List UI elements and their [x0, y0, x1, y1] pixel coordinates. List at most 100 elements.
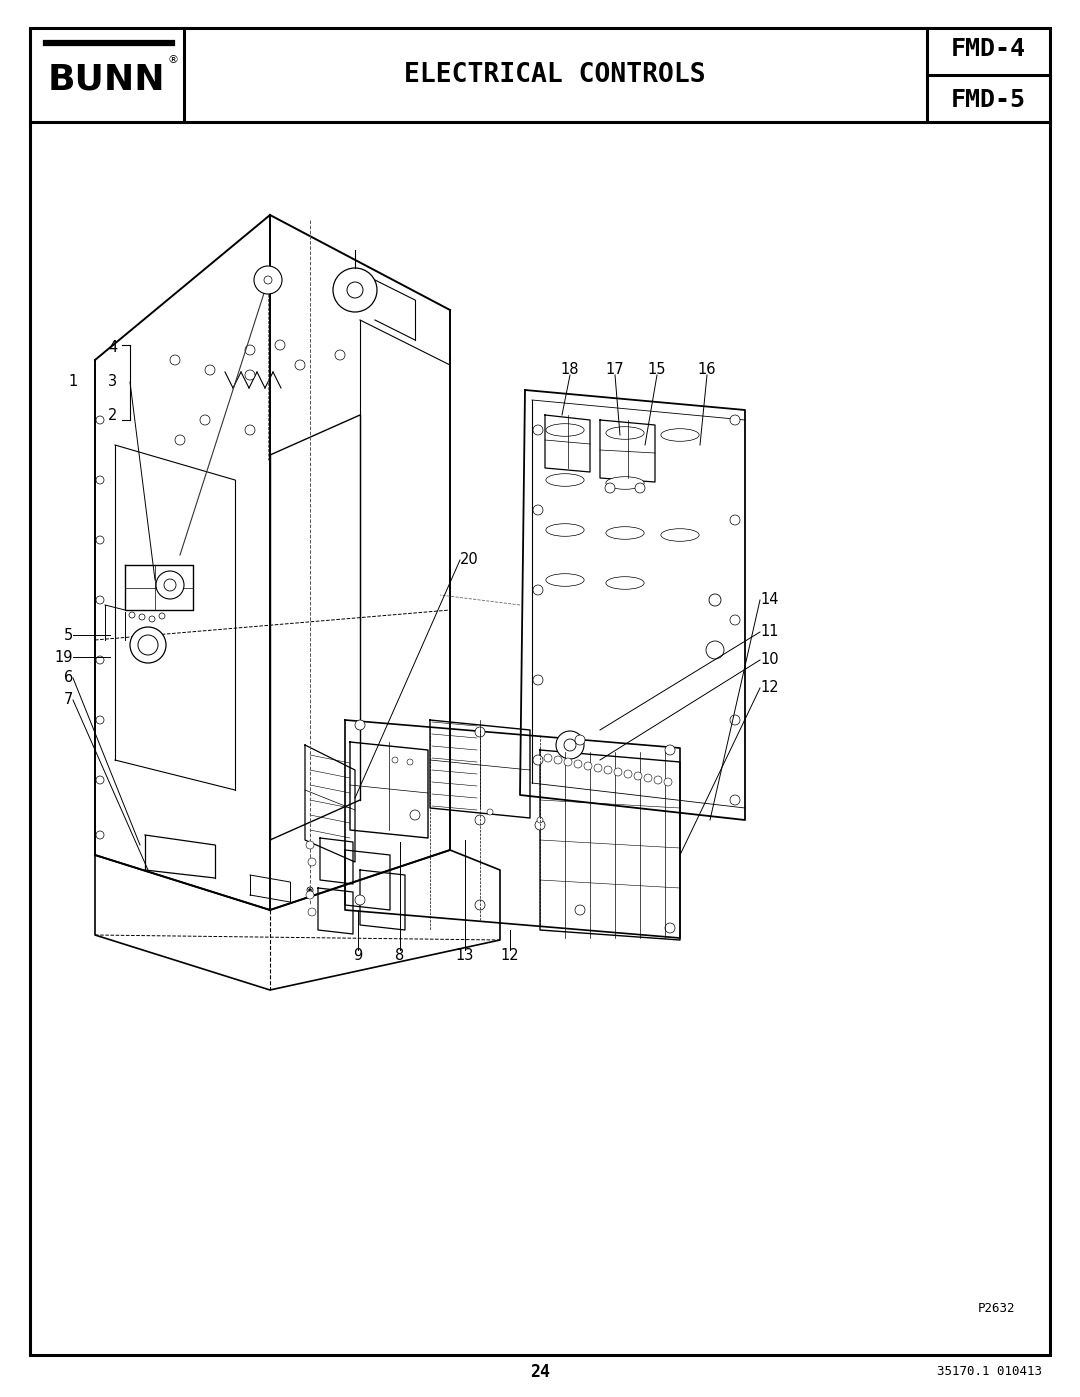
Circle shape	[487, 809, 492, 814]
Text: 6: 6	[64, 671, 73, 686]
Text: 12: 12	[760, 680, 779, 696]
Ellipse shape	[606, 476, 644, 489]
Circle shape	[575, 735, 585, 745]
Circle shape	[200, 415, 210, 425]
Circle shape	[730, 795, 740, 805]
Circle shape	[96, 597, 104, 604]
Text: FMD-4: FMD-4	[950, 38, 1026, 61]
Text: BUNN: BUNN	[49, 63, 165, 96]
Circle shape	[730, 615, 740, 624]
Ellipse shape	[661, 429, 699, 441]
Ellipse shape	[606, 426, 644, 439]
Circle shape	[654, 775, 662, 784]
Circle shape	[604, 766, 612, 774]
Circle shape	[254, 265, 282, 293]
Circle shape	[392, 757, 399, 763]
Text: 2: 2	[108, 408, 118, 422]
Circle shape	[624, 770, 632, 778]
Circle shape	[615, 768, 622, 775]
Circle shape	[534, 504, 543, 515]
Circle shape	[307, 887, 313, 893]
Ellipse shape	[606, 577, 644, 590]
Text: 16: 16	[698, 362, 716, 377]
Circle shape	[584, 761, 592, 770]
Circle shape	[245, 425, 255, 434]
Circle shape	[706, 641, 724, 659]
Text: 3: 3	[108, 374, 117, 390]
Text: 12: 12	[501, 947, 519, 963]
Circle shape	[410, 810, 420, 820]
Ellipse shape	[545, 423, 584, 436]
Text: ELECTRICAL CONTROLS: ELECTRICAL CONTROLS	[404, 61, 706, 88]
Ellipse shape	[606, 527, 644, 539]
Circle shape	[475, 814, 485, 826]
Circle shape	[96, 476, 104, 483]
Circle shape	[156, 571, 184, 599]
Circle shape	[475, 726, 485, 738]
Circle shape	[96, 536, 104, 543]
Text: 7: 7	[64, 693, 73, 707]
Circle shape	[347, 282, 363, 298]
Ellipse shape	[661, 528, 699, 541]
Circle shape	[635, 483, 645, 493]
Text: 14: 14	[760, 592, 779, 608]
Circle shape	[164, 578, 176, 591]
Circle shape	[129, 612, 135, 617]
Circle shape	[730, 715, 740, 725]
Circle shape	[149, 616, 156, 622]
Circle shape	[96, 657, 104, 664]
Circle shape	[534, 754, 543, 766]
Circle shape	[355, 719, 365, 731]
Circle shape	[644, 774, 652, 782]
Circle shape	[355, 895, 365, 905]
Ellipse shape	[545, 474, 584, 486]
Circle shape	[475, 900, 485, 909]
Text: 35170.1 010413: 35170.1 010413	[937, 1365, 1042, 1379]
Circle shape	[333, 268, 377, 312]
Text: 15: 15	[648, 362, 666, 377]
Circle shape	[665, 923, 675, 933]
Circle shape	[534, 425, 543, 434]
Circle shape	[544, 754, 552, 761]
Circle shape	[96, 831, 104, 840]
Text: 17: 17	[606, 362, 624, 377]
Circle shape	[335, 351, 345, 360]
Circle shape	[139, 615, 145, 620]
Text: 24: 24	[530, 1363, 550, 1380]
Circle shape	[537, 817, 543, 823]
Text: 1: 1	[69, 374, 78, 390]
Circle shape	[306, 841, 314, 849]
Circle shape	[245, 345, 255, 355]
Circle shape	[575, 905, 585, 915]
Circle shape	[264, 277, 272, 284]
Circle shape	[308, 858, 316, 866]
Text: 11: 11	[760, 624, 779, 640]
Circle shape	[245, 370, 255, 380]
Circle shape	[138, 636, 158, 655]
Text: 18: 18	[561, 362, 579, 377]
Text: ®: ®	[167, 54, 178, 64]
Text: 5: 5	[64, 627, 73, 643]
Text: 19: 19	[54, 650, 73, 665]
Text: 4: 4	[108, 341, 118, 355]
Circle shape	[664, 778, 672, 787]
Ellipse shape	[545, 524, 584, 536]
Text: 20: 20	[460, 552, 478, 567]
Text: 9: 9	[353, 947, 363, 963]
Text: 10: 10	[760, 652, 779, 668]
Text: FMD-5: FMD-5	[950, 88, 1026, 112]
Circle shape	[96, 416, 104, 425]
Circle shape	[170, 355, 180, 365]
Circle shape	[554, 756, 562, 764]
Circle shape	[708, 594, 721, 606]
Circle shape	[175, 434, 185, 446]
Circle shape	[665, 745, 675, 754]
Text: 8: 8	[395, 947, 405, 963]
Ellipse shape	[545, 574, 584, 587]
Circle shape	[407, 759, 413, 766]
Text: 13: 13	[456, 947, 474, 963]
Circle shape	[730, 415, 740, 425]
Circle shape	[96, 717, 104, 724]
Circle shape	[634, 773, 642, 780]
Circle shape	[308, 908, 316, 916]
